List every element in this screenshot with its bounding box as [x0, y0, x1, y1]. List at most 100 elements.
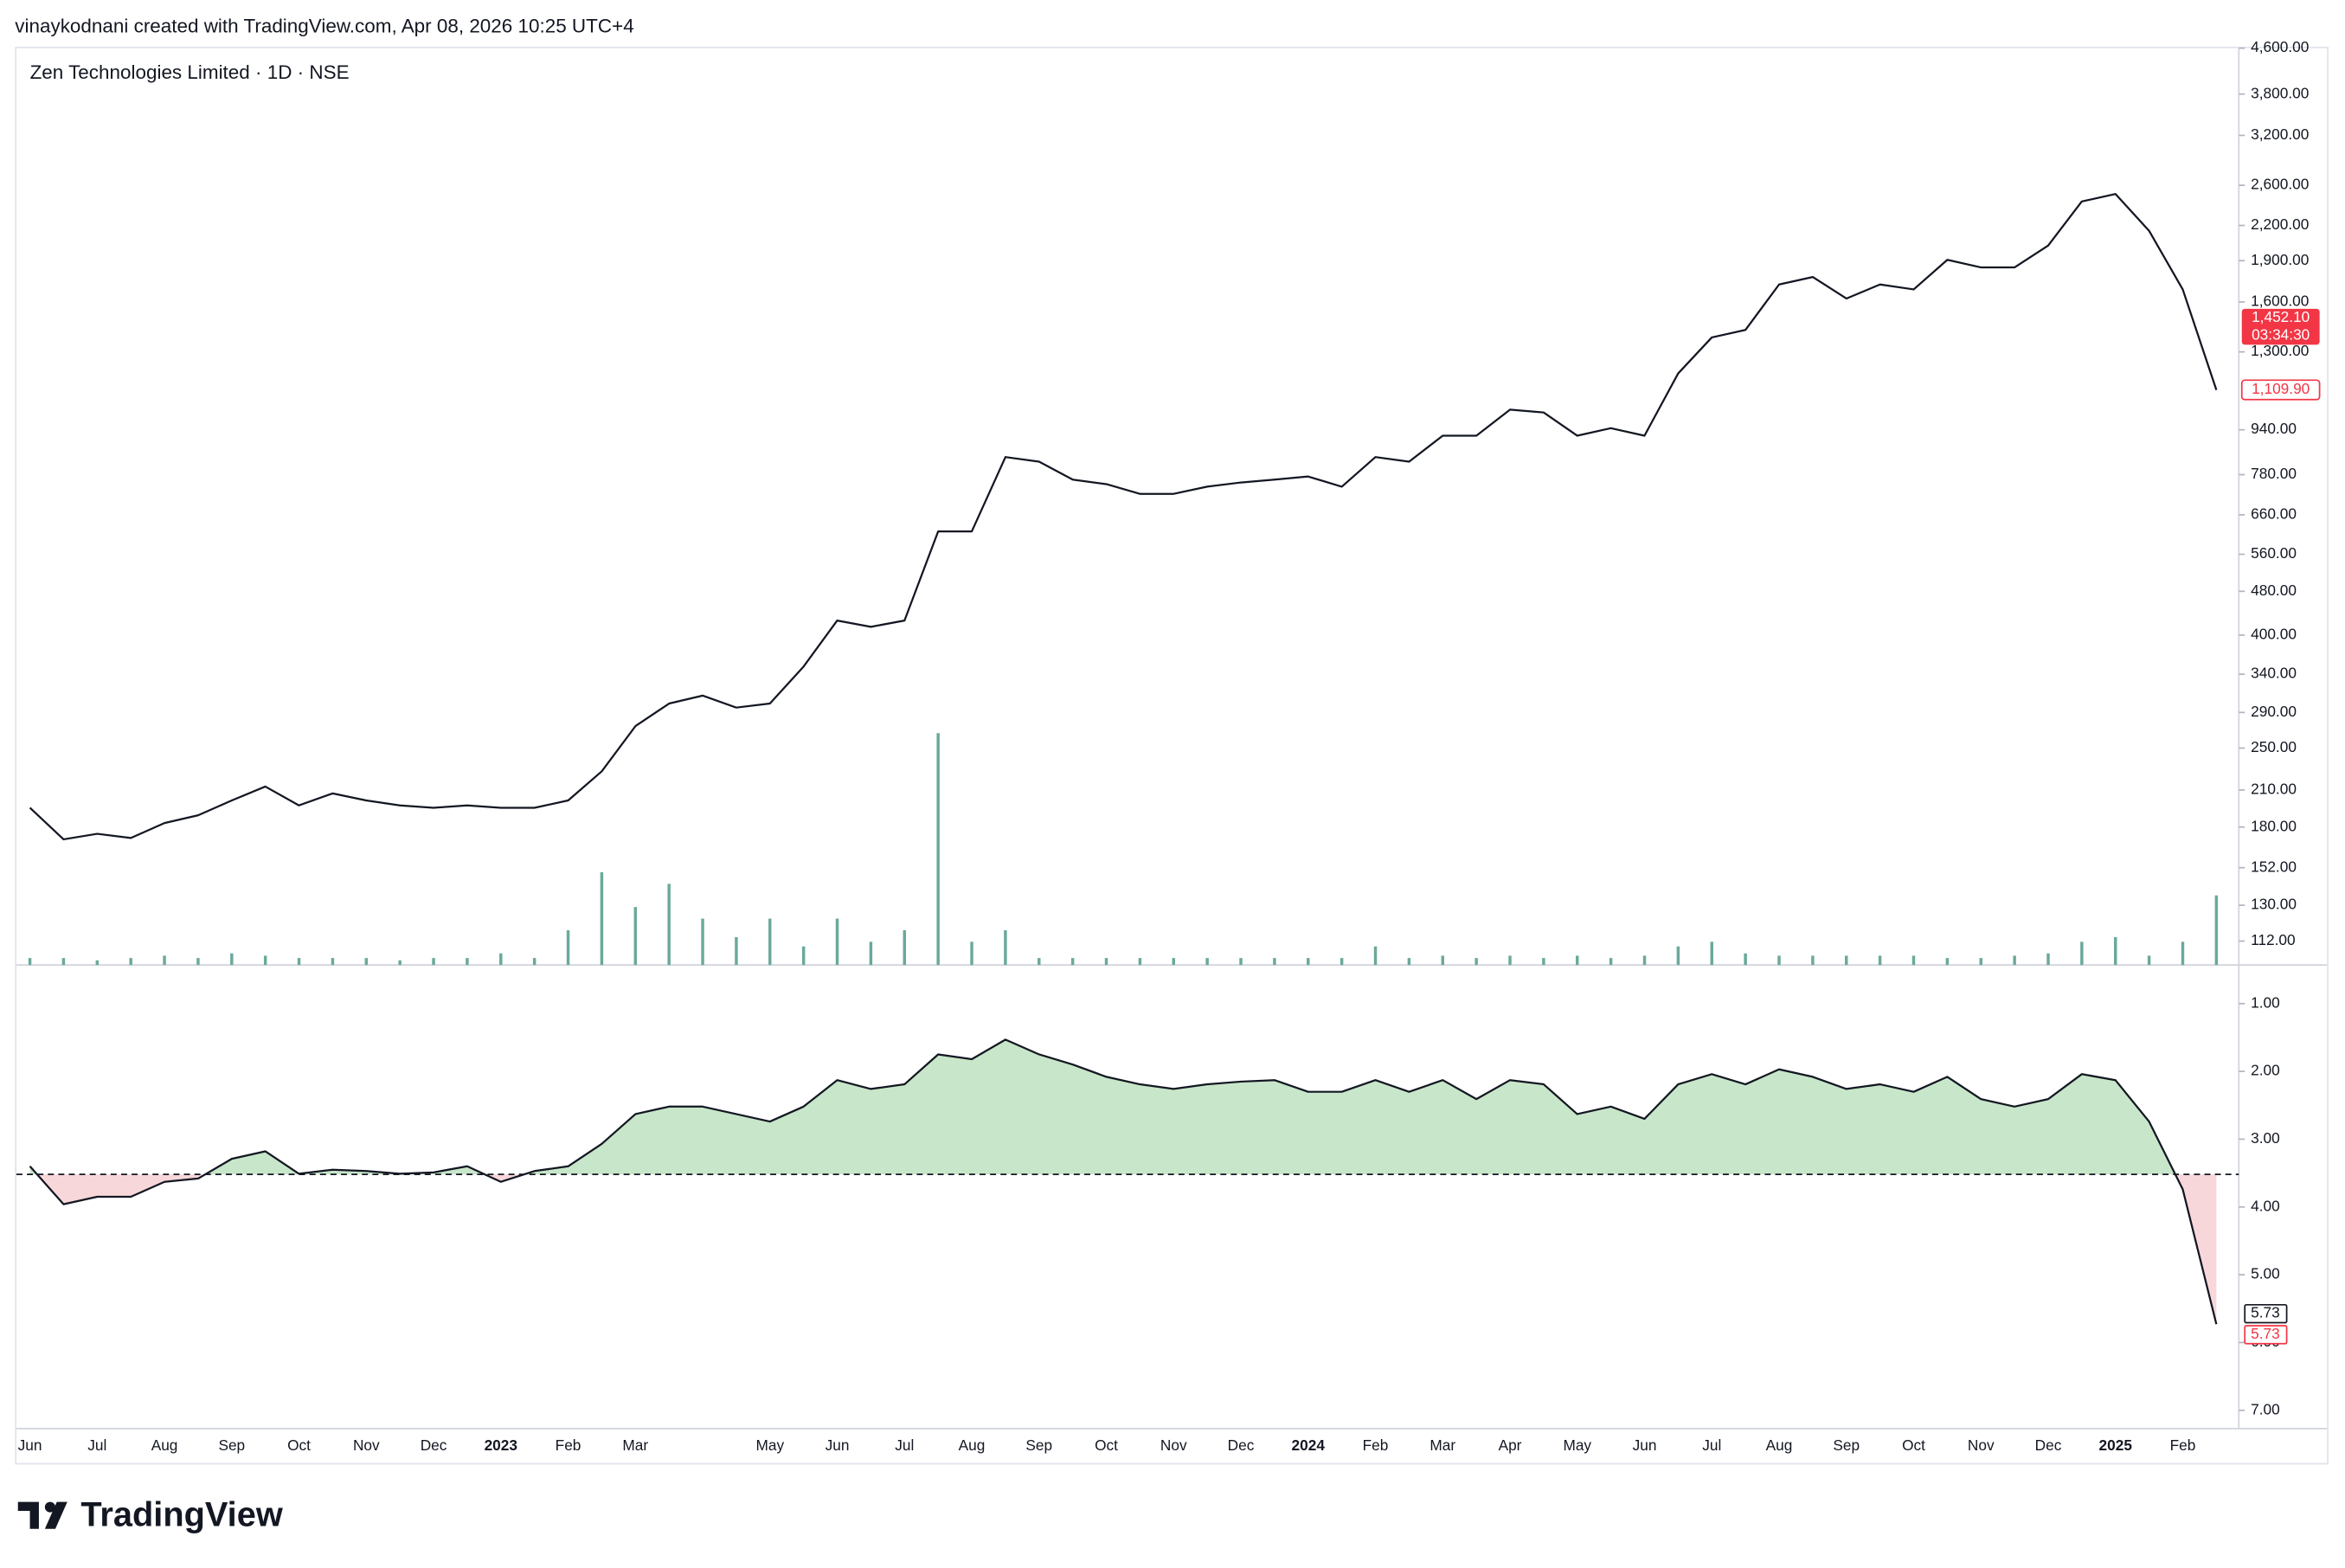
volume-bar [1911, 955, 1916, 966]
x-tick-label: Nov [1160, 1436, 1187, 1454]
volume-bar [1004, 929, 1007, 966]
x-tick-label: Aug [959, 1436, 986, 1454]
y-tick-label: 660.00 [2251, 504, 2297, 522]
x-tick-label: Dec [421, 1436, 447, 1454]
y-tick-label: 250.00 [2251, 738, 2297, 755]
volume-bar [331, 958, 335, 966]
chart-title: Zen Technologies Limited · 1D · NSE [30, 61, 350, 83]
y-tick-label: 210.00 [2251, 780, 2297, 797]
volume-bar [1542, 958, 1545, 966]
volume-bar [1609, 958, 1613, 966]
volume-bar [1576, 955, 1579, 966]
volume-bar [2013, 955, 2016, 966]
y-tick-label: 3.00 [2251, 1129, 2280, 1147]
x-tick-label: Feb [1363, 1436, 1389, 1454]
y-tick-label: 5.00 [2251, 1265, 2280, 1282]
volume-bar [1744, 953, 1747, 966]
volume-bar [1777, 955, 1781, 966]
y-tick-label: 7.00 [2251, 1400, 2280, 1417]
x-tick-label: Aug [1766, 1436, 1793, 1454]
volume-bar [1038, 958, 1041, 966]
volume-bar [499, 953, 503, 966]
volume-bar [230, 953, 234, 966]
x-tick-label: Mar [622, 1436, 648, 1454]
x-tick-label: Nov [1968, 1436, 1995, 1454]
price-label-text: 1,452.10 [2252, 308, 2310, 325]
volume-bar [1205, 958, 1209, 966]
y-tick-label: 1,900.00 [2251, 251, 2309, 268]
volume-bar [95, 960, 100, 966]
x-tick-label: Jun [18, 1436, 42, 1454]
volume-bar [1441, 955, 1444, 966]
x-tick-label: Sep [1833, 1436, 1860, 1454]
volume-bar [1676, 946, 1680, 966]
volume-bar [1407, 958, 1411, 966]
volume-bar [1172, 958, 1176, 966]
volume-bar [566, 929, 570, 966]
y-tick-label: 3,200.00 [2251, 125, 2309, 143]
volume-bar [129, 958, 132, 966]
y-tick-label: 1,300.00 [2251, 342, 2309, 359]
x-tick-label: Aug [151, 1436, 178, 1454]
price-line [29, 193, 2218, 841]
x-tick-label: 2023 [485, 1436, 517, 1454]
y-tick-label: 130.00 [2251, 896, 2297, 913]
volume-bar [263, 955, 267, 966]
y-tick-label: 4,600.00 [2251, 38, 2309, 55]
y-tick-label: 400.00 [2251, 626, 2297, 643]
volume-bar [835, 918, 839, 966]
price-label-box [2240, 379, 2321, 401]
volume-bar [1945, 958, 1950, 966]
y-tick-label: 2,200.00 [2251, 215, 2309, 233]
volume-bar [667, 884, 671, 966]
volume-bar [869, 941, 873, 966]
volume-bar [2114, 936, 2117, 966]
volume-bar [633, 907, 638, 966]
volume-bar [768, 918, 772, 966]
indicator-line [29, 1038, 2218, 1325]
volume-bar [1710, 941, 1713, 966]
y-tick-label: 152.00 [2251, 858, 2297, 875]
price-label-countdown: 03:34:30 [2252, 326, 2310, 344]
last-value-box [2244, 1303, 2288, 1324]
volume-bar [196, 958, 200, 966]
x-tick-label: 2024 [1292, 1436, 1326, 1454]
y-tick-label: 180.00 [2251, 817, 2297, 834]
volume-bar [936, 733, 940, 966]
x-tick-label: Feb [556, 1436, 581, 1454]
x-tick-label: Dec [2035, 1436, 2062, 1454]
x-tick-label: Dec [1228, 1436, 1255, 1454]
volume-bar [600, 871, 604, 966]
x-tick-label: Jun [1633, 1436, 1657, 1454]
x-tick-label: Feb [2170, 1436, 2196, 1454]
x-tick-label: Oct [1902, 1436, 1925, 1454]
volume-bar [1273, 958, 1276, 966]
y-tick-label: 4.00 [2251, 1197, 2280, 1214]
volume-bar [466, 958, 469, 966]
volume-bar [61, 958, 66, 966]
price-label-box [2241, 308, 2320, 345]
y-tick-label: 940.00 [2251, 420, 2297, 437]
volume-bar [28, 958, 32, 966]
logo-text: TradingView [80, 1495, 282, 1533]
x-tick-label: Oct [1095, 1436, 1118, 1454]
y-tick-label: 480.00 [2251, 582, 2297, 599]
x-tick-label: Jul [87, 1436, 106, 1454]
volume-bar [1104, 958, 1108, 966]
volume-bar [1239, 958, 1243, 966]
volume-bar [801, 946, 806, 966]
volume-bar [1979, 958, 1982, 966]
y-tick-label: 3,800.00 [2251, 84, 2309, 101]
last-value-label: 5.73 [2244, 1303, 2288, 1324]
x-tick-label: Jun [826, 1436, 850, 1454]
volume-bar [1138, 958, 1142, 966]
volume-bar [2214, 895, 2219, 966]
volume-bar [364, 958, 369, 966]
logo-dot [44, 1501, 55, 1513]
x-tick-label: Apr [1499, 1436, 1522, 1454]
volume-bar [2147, 955, 2151, 966]
x-tick-label: May [755, 1436, 784, 1454]
